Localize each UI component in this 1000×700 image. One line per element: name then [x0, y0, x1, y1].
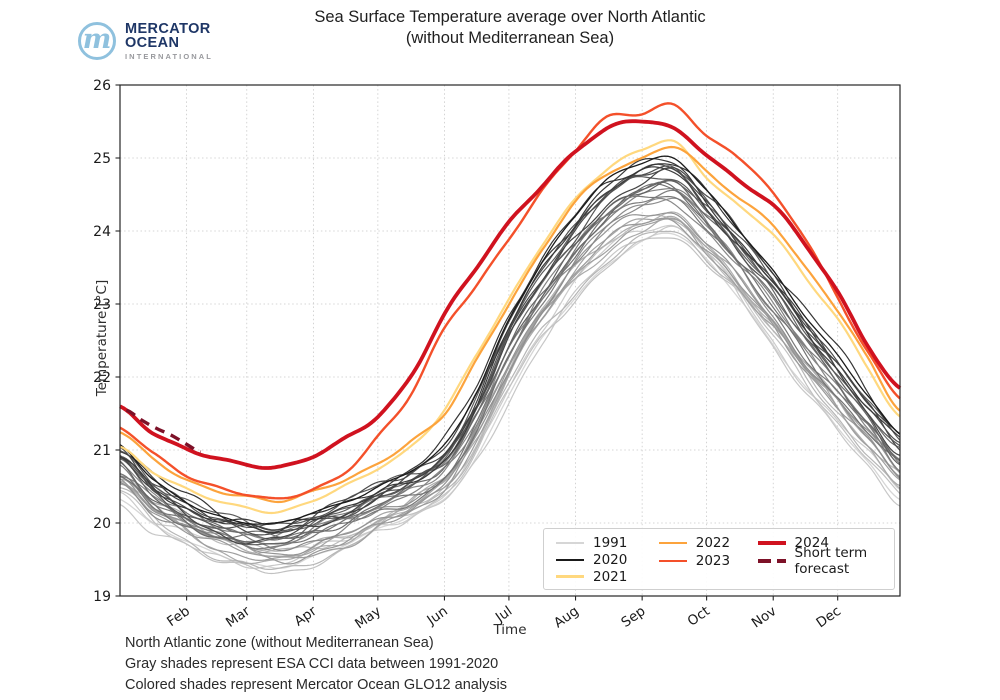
legend-swatch-2021 [556, 575, 584, 578]
legend-item-1991: 1991 [556, 534, 659, 551]
legend-label: 1991 [593, 534, 628, 551]
legend-item-2020: 2020 [556, 551, 659, 568]
year-line-2019 [119, 163, 901, 534]
footnote-colored-shades: Colored shades represent Mercator Ocean … [125, 677, 508, 693]
x-tick-label: Dec [813, 603, 844, 631]
legend-item-2022: 2022 [658, 534, 758, 552]
legend-label: 2021 [593, 568, 628, 585]
year-line-2016 [119, 167, 901, 545]
legend-swatch-2023 [658, 559, 687, 563]
legend-item-short-term-forecast: Short term forecast [757, 545, 886, 577]
footnote-gray-shades: Gray shades represent ESA CCI data betwe… [125, 656, 499, 672]
logo-name-line3: INTERNATIONAL [125, 52, 213, 61]
year-line-2024 [119, 119, 902, 470]
y-tick-label: 19 [93, 589, 111, 605]
short-term-forecast-line [125, 408, 202, 454]
year-line-2009 [119, 181, 901, 539]
y-tick-label: 26 [93, 78, 111, 94]
logo-text: MERCATOR OCEAN INTERNATIONAL [125, 22, 213, 61]
year-line-2021 [119, 139, 901, 515]
year-line-2023 [119, 102, 901, 500]
legend-swatch-2022 [658, 541, 687, 545]
logo-name-line1: MERCATOR [125, 21, 211, 37]
legend-swatch-short-term-forecast [757, 559, 786, 563]
legend-label: 2020 [593, 551, 628, 568]
year-line-2020 [119, 155, 901, 525]
logo-monogram-icon: m [78, 22, 116, 61]
x-tick-label: Feb [164, 603, 193, 630]
year-line-1997 [119, 211, 901, 554]
y-tick-label: 22 [93, 370, 111, 386]
y-tick-label: 20 [93, 516, 111, 532]
y-tick-label: 25 [93, 151, 111, 167]
x-tick-label: May [352, 603, 384, 632]
y-tick-label: 23 [93, 297, 111, 313]
year-line-2000 [119, 217, 901, 562]
legend-label: 2022 [695, 535, 731, 551]
x-tick-label: Sep [618, 603, 648, 631]
year-line-1994 [119, 237, 901, 575]
legend-swatch-2024 [757, 541, 786, 545]
logo-name-line2: OCEAN [125, 35, 180, 51]
y-tick-label: 24 [93, 224, 111, 240]
footnote-zone: North Atlantic zone (without Mediterrane… [125, 635, 434, 651]
mercator-ocean-logo: m MERCATOR OCEAN INTERNATIONAL [78, 22, 213, 61]
plot-border [119, 84, 901, 597]
legend-swatch-1991 [556, 541, 584, 544]
x-tick-label: Mar [223, 603, 253, 631]
legend-column-3: 2024 Short term forecast [757, 534, 886, 585]
legend-item-2023: 2023 [658, 552, 758, 570]
x-axis-label: Time [493, 622, 527, 638]
legend-swatch-2020 [556, 558, 584, 561]
legend-label: 2024 [794, 535, 829, 551]
logo-monogram: m [82, 23, 112, 55]
chart-footnotes: North Atlantic zone (without Mediterrane… [125, 633, 507, 696]
legend-label: Short term forecast [794, 545, 868, 577]
legend-column-1: 1991 2020 2021 [556, 534, 659, 585]
legend-item-2024: 2024 [757, 534, 886, 552]
x-tick-label: Nov [749, 603, 780, 631]
gray-ensemble-lines [119, 158, 901, 575]
year-line-2008 [119, 183, 901, 541]
legend-item-2021: 2021 [556, 568, 659, 585]
year-line-1998 [119, 215, 901, 565]
chart-title: Sea Surface Temperature average over Nor… [20, 7, 1000, 49]
year-line-2011 [119, 180, 901, 546]
year-line-2018 [119, 158, 901, 526]
y-tick-label: 21 [93, 443, 111, 459]
year-line-1993 [119, 225, 901, 569]
year-line-2002 [119, 212, 901, 556]
legend-label: 2023 [695, 553, 731, 569]
legend-column-2: 2022 2023 [658, 534, 758, 585]
year-line-1995 [119, 214, 901, 552]
year-line-2001 [119, 217, 901, 565]
x-tick-label: Oct [685, 603, 713, 629]
y-axis-label: Temperature [°C] [94, 279, 110, 397]
year-line-1992 [119, 224, 901, 558]
chart-legend: 1991 2020 2021 2022 2023 2024 Short term forec… [543, 528, 895, 590]
x-tick-label: Apr [291, 603, 320, 630]
chart-title-line1: Sea Surface Temperature average over Nor… [314, 8, 706, 26]
chart-title-line2: (without Mediterranean Sea) [405, 29, 615, 47]
